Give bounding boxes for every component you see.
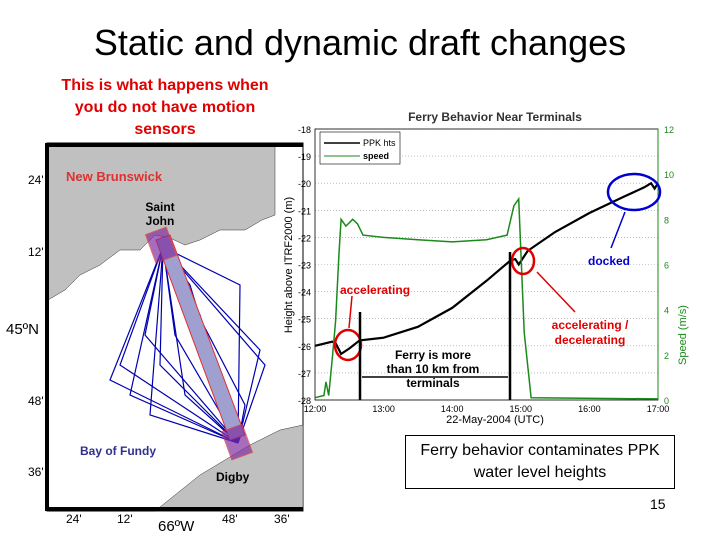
ferry-track — [109, 246, 239, 444]
lat-tick: 12' — [28, 245, 44, 259]
terminal-saint-john — [144, 226, 178, 264]
ferry-track — [162, 246, 266, 444]
y2-tick-label: 0 — [664, 396, 669, 406]
docked-circle — [606, 172, 662, 212]
accel-decel-arrow — [536, 271, 576, 313]
accelerating-arrow — [348, 295, 353, 329]
y-tick-label: -21 — [298, 206, 311, 216]
label-bay-of-fundy: Bay of Fundy — [80, 444, 156, 458]
y-tick-label: -27 — [298, 369, 311, 379]
lon-tick: 24' — [66, 512, 82, 526]
ferry-track — [129, 246, 239, 444]
ferry-track — [162, 246, 241, 444]
lon-tick: 12' — [117, 512, 133, 526]
annotation-ferry-range: Ferry is more than 10 km from terminals — [386, 348, 480, 390]
ferry-track — [162, 246, 261, 444]
callout-note: Ferry behavior contaminates PPK water le… — [405, 435, 675, 489]
y2-axis-label: Speed (m/s) — [677, 305, 689, 365]
legend-entry: PPK hts — [363, 138, 396, 148]
y-tick-label: -22 — [298, 233, 311, 243]
lat-tick: 45ºN — [6, 321, 39, 338]
y-tick-label: -20 — [298, 179, 311, 189]
label-digby: Digby — [216, 470, 250, 484]
y-tick-label: -25 — [298, 315, 311, 325]
page-number: 15 — [650, 496, 666, 512]
lon-tick: 36' — [274, 512, 290, 526]
y2-tick-label: 4 — [664, 306, 669, 316]
lat-tick: 48' — [28, 394, 44, 408]
lon-tick: 48' — [222, 512, 238, 526]
annotation-accel-decel: accelerating / decelerating — [551, 318, 629, 347]
y-tick-label: -28 — [298, 396, 311, 406]
y2-tick-label: 8 — [664, 215, 669, 225]
y2-tick-label: 10 — [664, 170, 674, 180]
lat-tick: 36' — [28, 465, 44, 479]
x-axis-label: 22-May-2004 (UTC) — [446, 414, 544, 426]
y-tick-label: -18 — [298, 125, 311, 135]
ferry-track — [119, 246, 239, 444]
ferry-track — [162, 246, 239, 444]
lat-tick: 24' — [28, 173, 44, 187]
annotation-accelerating: accelerating — [340, 283, 411, 297]
series-line-speed — [314, 196, 659, 400]
y2-tick-label: 12 — [664, 125, 674, 135]
y-tick-label: -26 — [298, 342, 311, 352]
terminal-digby — [220, 423, 254, 461]
legend-entry: speed — [363, 151, 389, 161]
y-tick-label: -23 — [298, 261, 311, 271]
y2-tick-label: 6 — [664, 261, 669, 271]
x-tick-label: 12:00 — [304, 404, 327, 414]
y-tick-label: -19 — [298, 152, 311, 162]
ferry-track — [144, 246, 239, 444]
slide-title: Static and dynamic draft changes — [93, 22, 627, 63]
label-saint-john: Saint John — [145, 200, 175, 228]
x-tick-label: 16:00 — [578, 404, 601, 414]
label-new-brunswick: New Brunswick — [66, 169, 163, 184]
ferry-behavior-chart: Ferry Behavior Near Terminals -18 -19 -20 -… — [283, 110, 689, 426]
accel-decel-circle — [510, 246, 536, 276]
x-tick-label: 14:00 — [441, 404, 464, 414]
y-tick-label: -24 — [298, 288, 311, 298]
y-axis-label: Height above ITRF2000 (m) — [283, 197, 295, 333]
ferry-track — [149, 246, 239, 444]
docked-arrow — [610, 211, 626, 249]
y2-tick-label: 2 — [664, 351, 669, 361]
accelerating-circle — [333, 328, 363, 362]
slide-subtitle: This is what happens when you do not hav… — [61, 77, 269, 138]
ferry-track-map: New Brunswick Bay of Fundy Digby 24' 12'… — [6, 142, 304, 535]
ferry-track — [159, 246, 239, 444]
chart-title: Ferry Behavior Near Terminals — [408, 110, 582, 124]
x-tick-label: 17:00 — [647, 404, 670, 414]
legend: PPK hts speed — [319, 131, 401, 165]
x-tick-label: 13:00 — [372, 404, 395, 414]
x-tick-label: 15:00 — [510, 404, 533, 414]
annotation-docked: docked — [588, 254, 631, 268]
lon-tick: 66ºW — [158, 518, 195, 535]
